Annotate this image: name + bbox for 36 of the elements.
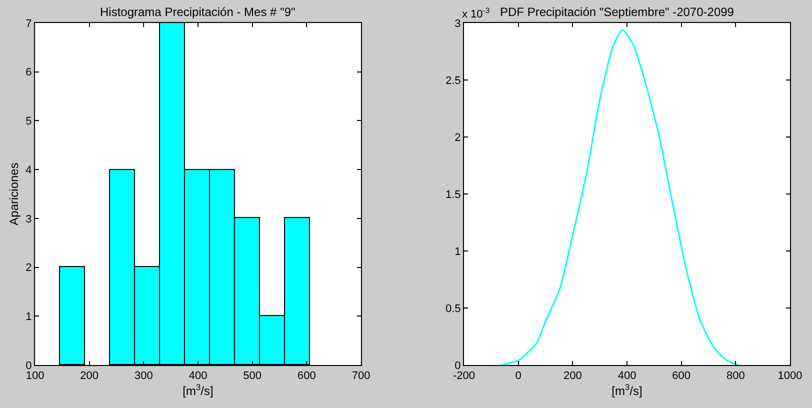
y-tick-label: 1 [454, 246, 461, 258]
x-tick-label: 600 [297, 370, 316, 382]
y-tick-label: 1 [26, 310, 32, 323]
y-tick-label: 5 [26, 116, 32, 128]
y-tick-label: 0 [454, 360, 461, 372]
line-series [501, 29, 740, 365]
x-tick-label: 200 [563, 370, 582, 382]
y-tick-label: 1.5 [446, 188, 461, 201]
y-tick-label: 3 [26, 213, 32, 226]
x-tick-label: 800 [726, 370, 745, 382]
x-tick-label: 400 [188, 370, 208, 382]
x-tick-label: 200 [80, 370, 99, 382]
x-tick-label: 1000 [778, 370, 802, 382]
y-tick-label: 0 [26, 360, 32, 372]
x-axis-title: [m$^{3}$/s] [182, 382, 214, 398]
x-tick-label: 700 [352, 370, 370, 382]
y-tick-label: 2 [454, 132, 461, 144]
x-tick-label: 400 [618, 370, 636, 382]
y-tick-label: 6 [26, 66, 32, 79]
y-tick-label: 2.5 [446, 74, 461, 87]
text: x 10$^{-3}$ [462, 6, 490, 21]
y-tick-label: 4 [26, 164, 32, 176]
x-tick-label: 100 [26, 370, 44, 382]
x-tick-label: 600 [672, 370, 691, 382]
y-tick-label: 2 [26, 262, 32, 274]
chart-title: PDF Precipitación "Septiembre" -2070-2099 [500, 5, 734, 19]
x-tick-label: 500 [243, 370, 262, 382]
y-tick-label: 3 [454, 18, 461, 30]
x-tick-label: 300 [134, 370, 153, 382]
y-tick-label: 7 [26, 18, 32, 30]
chart-title: Histograma Precipitación - Mes # "9" [100, 5, 296, 19]
y-axis-title: Apariciones [6, 162, 21, 226]
x-axis-title: [m$^{3}$/s] [612, 382, 642, 398]
x-tick-label: 0 [515, 370, 522, 382]
x-tick-label: -200 [452, 370, 476, 382]
y-tick-label: 0.5 [446, 302, 461, 315]
